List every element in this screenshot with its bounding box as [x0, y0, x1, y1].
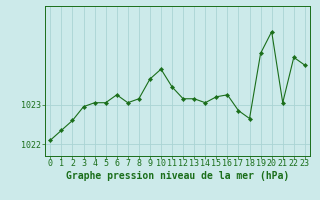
X-axis label: Graphe pression niveau de la mer (hPa): Graphe pression niveau de la mer (hPa): [66, 171, 289, 181]
